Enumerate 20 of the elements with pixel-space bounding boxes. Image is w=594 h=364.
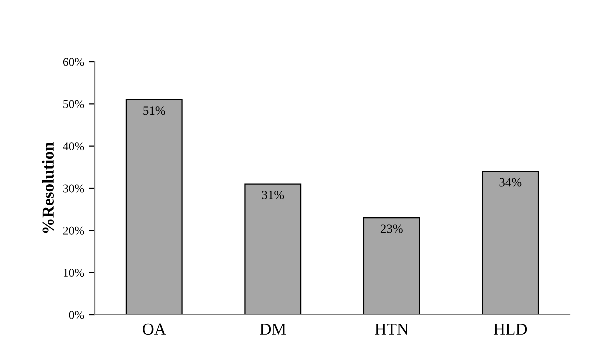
- bar: [126, 99, 183, 315]
- y-tick-label: 10%: [64, 269, 84, 278]
- y-tick-label: 60%: [63, 58, 84, 66]
- bar: [244, 184, 302, 315]
- y-tick-label: 30%: [64, 184, 84, 193]
- y-axis-title: %Resolution: [42, 142, 54, 234]
- bar: [482, 171, 540, 315]
- x-tick-label: HLD: [494, 324, 528, 335]
- x-tick-label: OA: [143, 324, 166, 336]
- data-label: 51%: [144, 106, 166, 116]
- data-label: 34%: [500, 178, 522, 187]
- x-tick-label: DM: [260, 324, 286, 335]
- y-tick-label: 50%: [64, 100, 84, 108]
- data-label: 31%: [262, 190, 284, 200]
- y-tick-label: 0%: [69, 311, 84, 320]
- y-tick-label: 20%: [63, 226, 84, 235]
- data-label: 23%: [380, 224, 403, 234]
- y-tick-label: 40%: [63, 142, 84, 151]
- bar: [363, 217, 420, 315]
- x-tick-label: HTN: [375, 324, 409, 335]
